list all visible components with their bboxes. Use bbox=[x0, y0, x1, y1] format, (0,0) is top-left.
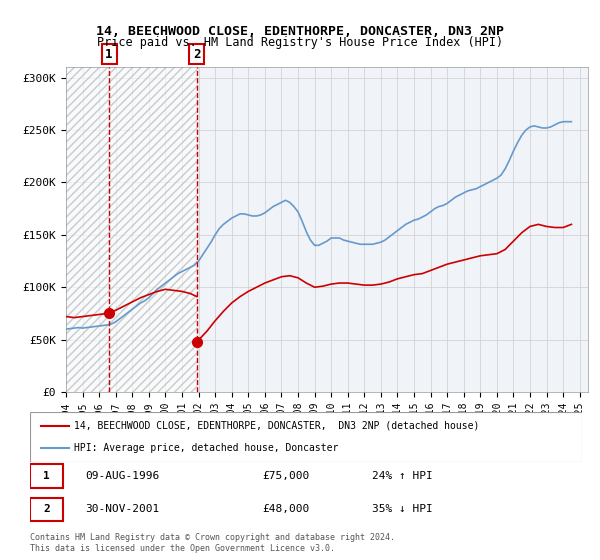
Text: 24% ↑ HPI: 24% ↑ HPI bbox=[372, 471, 433, 481]
Text: HPI: Average price, detached house, Doncaster: HPI: Average price, detached house, Donc… bbox=[74, 443, 338, 453]
Text: 14, BEECHWOOD CLOSE, EDENTHORPE, DONCASTER,  DN3 2NP (detached house): 14, BEECHWOOD CLOSE, EDENTHORPE, DONCAST… bbox=[74, 421, 479, 431]
Text: 1: 1 bbox=[106, 48, 113, 60]
FancyBboxPatch shape bbox=[30, 498, 63, 521]
Text: Contains HM Land Registry data © Crown copyright and database right 2024.
This d: Contains HM Land Registry data © Crown c… bbox=[30, 533, 395, 553]
Text: 2: 2 bbox=[43, 505, 50, 515]
Bar bbox=[66, 67, 109, 392]
FancyBboxPatch shape bbox=[30, 412, 582, 462]
Text: £48,000: £48,000 bbox=[262, 505, 309, 515]
Text: 09-AUG-1996: 09-AUG-1996 bbox=[85, 471, 160, 481]
Text: 1: 1 bbox=[43, 471, 50, 481]
Text: Price paid vs. HM Land Registry's House Price Index (HPI): Price paid vs. HM Land Registry's House … bbox=[97, 36, 503, 49]
Bar bbox=[109, 67, 197, 392]
Text: £75,000: £75,000 bbox=[262, 471, 309, 481]
Text: 2: 2 bbox=[193, 48, 200, 60]
Text: 35% ↓ HPI: 35% ↓ HPI bbox=[372, 505, 433, 515]
Text: 30-NOV-2001: 30-NOV-2001 bbox=[85, 505, 160, 515]
Text: 14, BEECHWOOD CLOSE, EDENTHORPE, DONCASTER, DN3 2NP: 14, BEECHWOOD CLOSE, EDENTHORPE, DONCAST… bbox=[96, 25, 504, 38]
FancyBboxPatch shape bbox=[30, 464, 63, 488]
